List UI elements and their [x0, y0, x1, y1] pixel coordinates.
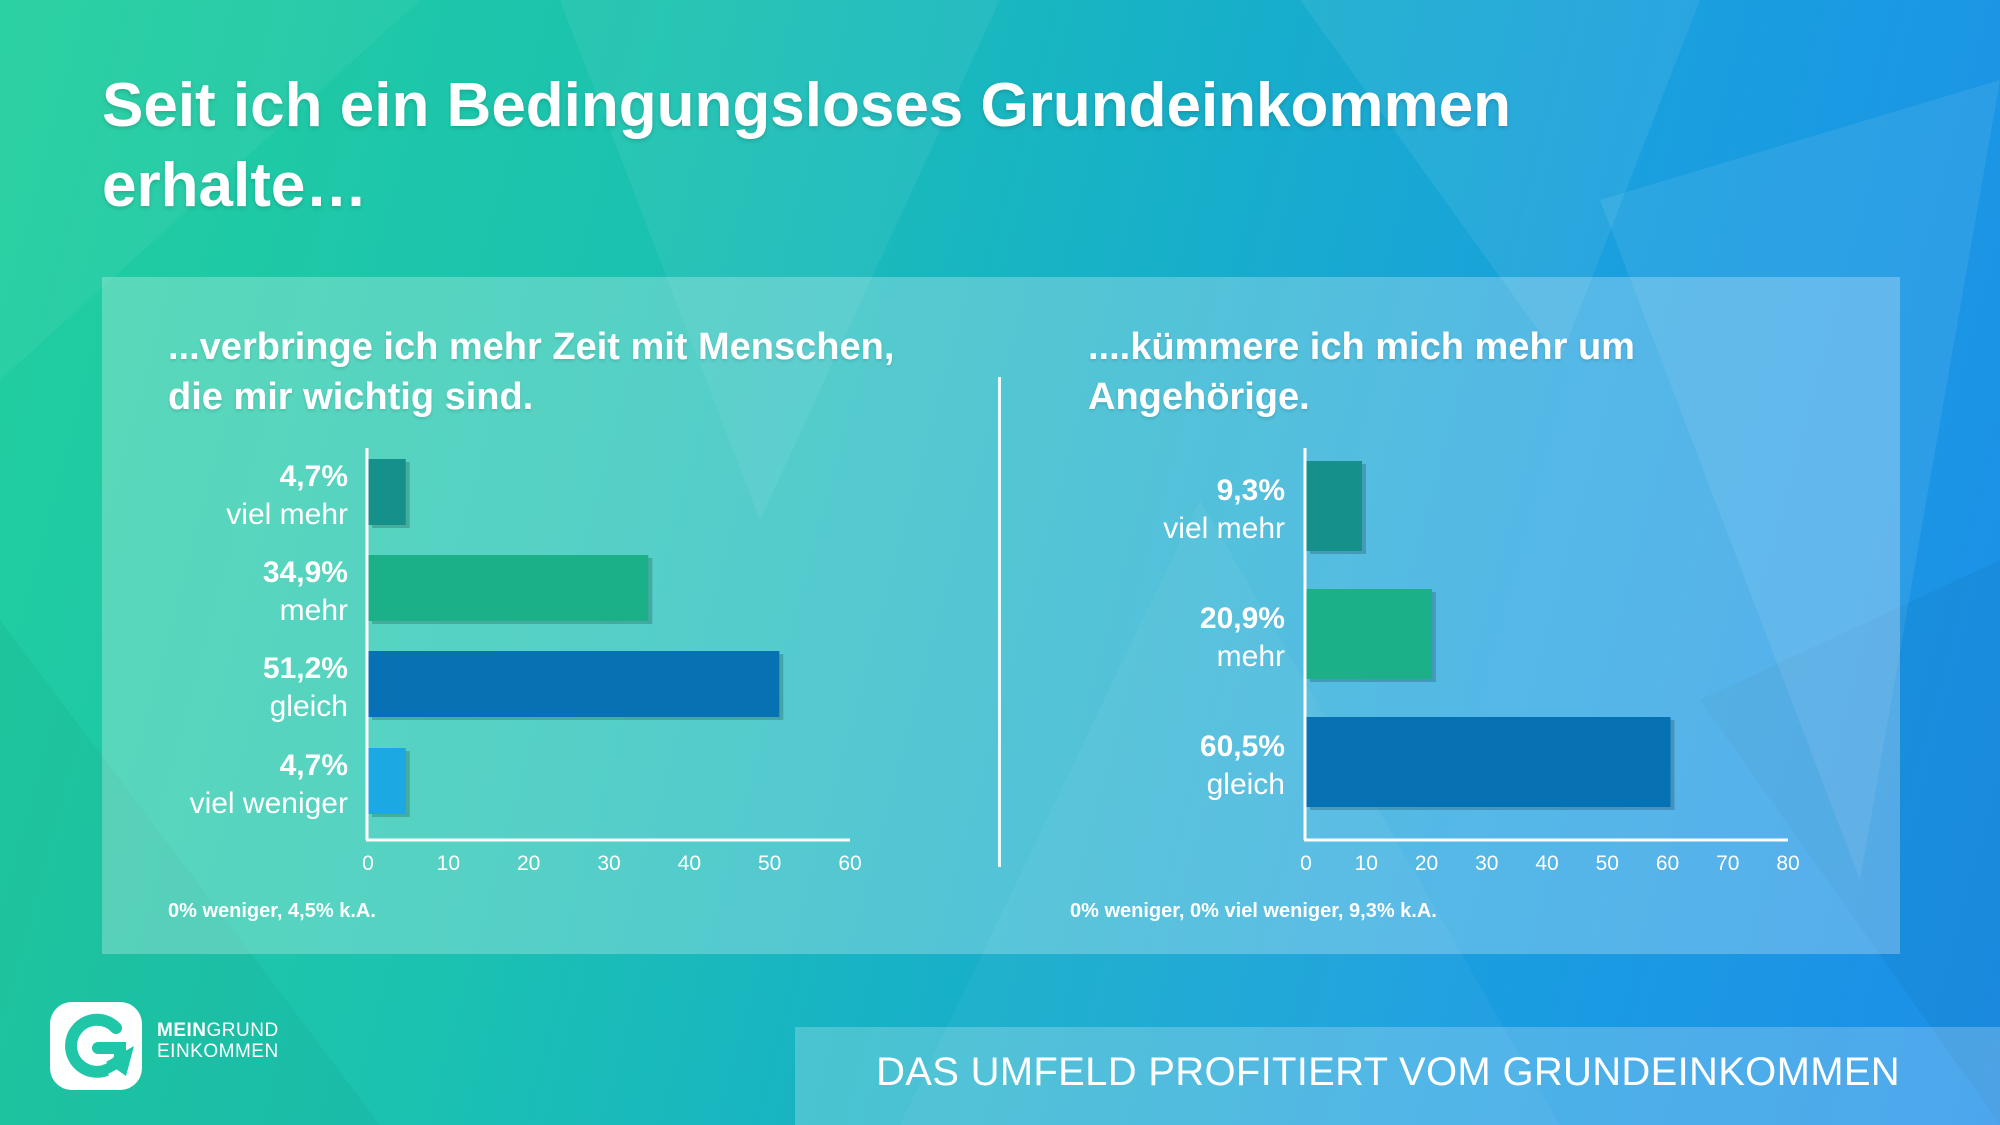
chart-2-x-tick-label: 80	[1776, 852, 1799, 875]
slide-title-line-2: erhalte…	[102, 151, 368, 220]
chart-1-x-tick-label: 10	[437, 852, 460, 875]
footer-banner	[795, 1027, 2000, 1125]
chart-2-x-tick-label: 10	[1355, 852, 1378, 875]
chart-1-footnote: 0% weniger, 4,5% k.A.	[168, 900, 376, 922]
chart-1-category-label: mehr	[280, 594, 348, 627]
chart-2-bar	[1306, 461, 1363, 551]
logo-word-mein: MEIN	[157, 1020, 207, 1041]
chart-2-x-tick-label: 0	[1300, 852, 1312, 875]
logo-word-einkommen: EINKOMMEN	[157, 1041, 279, 1062]
chart-1-title-line-2: die mir wichtig sind.	[168, 376, 534, 418]
chart-1-value-label: 4,7%	[280, 460, 348, 493]
chart-1-title: ...verbringe ich mehr Zeit mit Menschen,…	[168, 322, 894, 422]
chart-2-bar	[1306, 717, 1671, 807]
chart-2-title-line-2: Angehörige.	[1088, 376, 1310, 418]
chart-2-title-line-1: ....kümmere ich mich mehr um	[1088, 326, 1635, 368]
chart-1-value-label: 51,2%	[263, 652, 348, 685]
chart-2-category-label: viel mehr	[1163, 512, 1285, 545]
chart-2-title: ....kümmere ich mich mehr um Angehörige.	[1088, 322, 1635, 422]
chart-2-category-label: gleich	[1207, 768, 1285, 801]
chart-1-bar	[368, 555, 649, 621]
g-arrow-logo-icon	[50, 1002, 142, 1090]
chart-1-bar	[368, 459, 406, 525]
footer-banner-text: DAS UMFELD PROFITIERT VOM GRUNDEINKOMMEN	[876, 1050, 1900, 1094]
chart-1-x-tick-label: 0	[362, 852, 374, 875]
chart-1-title-line-1: ...verbringe ich mehr Zeit mit Menschen,	[168, 326, 895, 368]
chart-1-category-label: viel mehr	[226, 498, 348, 531]
chart-2-value-label: 20,9%	[1200, 602, 1285, 635]
chart-2-value-label: 9,3%	[1217, 474, 1285, 507]
chart-2-x-tick-label: 70	[1716, 852, 1739, 875]
chart-2-category-label: mehr	[1217, 640, 1285, 673]
chart-2-value-label: 60,5%	[1200, 730, 1285, 763]
chart-1-value-label: 4,7%	[280, 749, 348, 782]
chart-1-x-tick-label: 20	[517, 852, 540, 875]
chart-1-category-label: gleich	[270, 690, 348, 723]
chart-1-x-tick-label: 50	[758, 852, 781, 875]
logo-wordmark: MEINGRUND EINKOMMEN	[157, 1020, 279, 1062]
chart-divider	[998, 377, 1001, 867]
slide-title-line-1: Seit ich ein Bedingungsloses Grundeinkom…	[102, 71, 1512, 140]
chart-1-category-label: viel weniger	[190, 787, 348, 820]
chart-1-x-tick-label: 30	[597, 852, 620, 875]
chart-1-value-label: 34,9%	[263, 556, 348, 589]
logo-word-grund: GRUND	[206, 1020, 279, 1041]
chart-2-x-tick-label: 30	[1475, 852, 1498, 875]
chart-2-x-tick-label: 20	[1415, 852, 1438, 875]
chart-1-x-tick-label: 40	[678, 852, 701, 875]
chart-1-bar	[368, 748, 406, 814]
chart-1-bar	[368, 651, 780, 717]
chart-2-x-tick-label: 60	[1656, 852, 1679, 875]
slide-title: Seit ich ein Bedingungsloses Grundeinkom…	[102, 66, 1602, 226]
chart-2-x-tick-label: 40	[1535, 852, 1558, 875]
chart-1-x-tick-label: 60	[838, 852, 861, 875]
chart-2-footnote: 0% weniger, 0% viel weniger, 9,3% k.A.	[1070, 900, 1437, 922]
chart-2-bar	[1306, 589, 1432, 679]
chart-2-x-tick-label: 50	[1596, 852, 1619, 875]
